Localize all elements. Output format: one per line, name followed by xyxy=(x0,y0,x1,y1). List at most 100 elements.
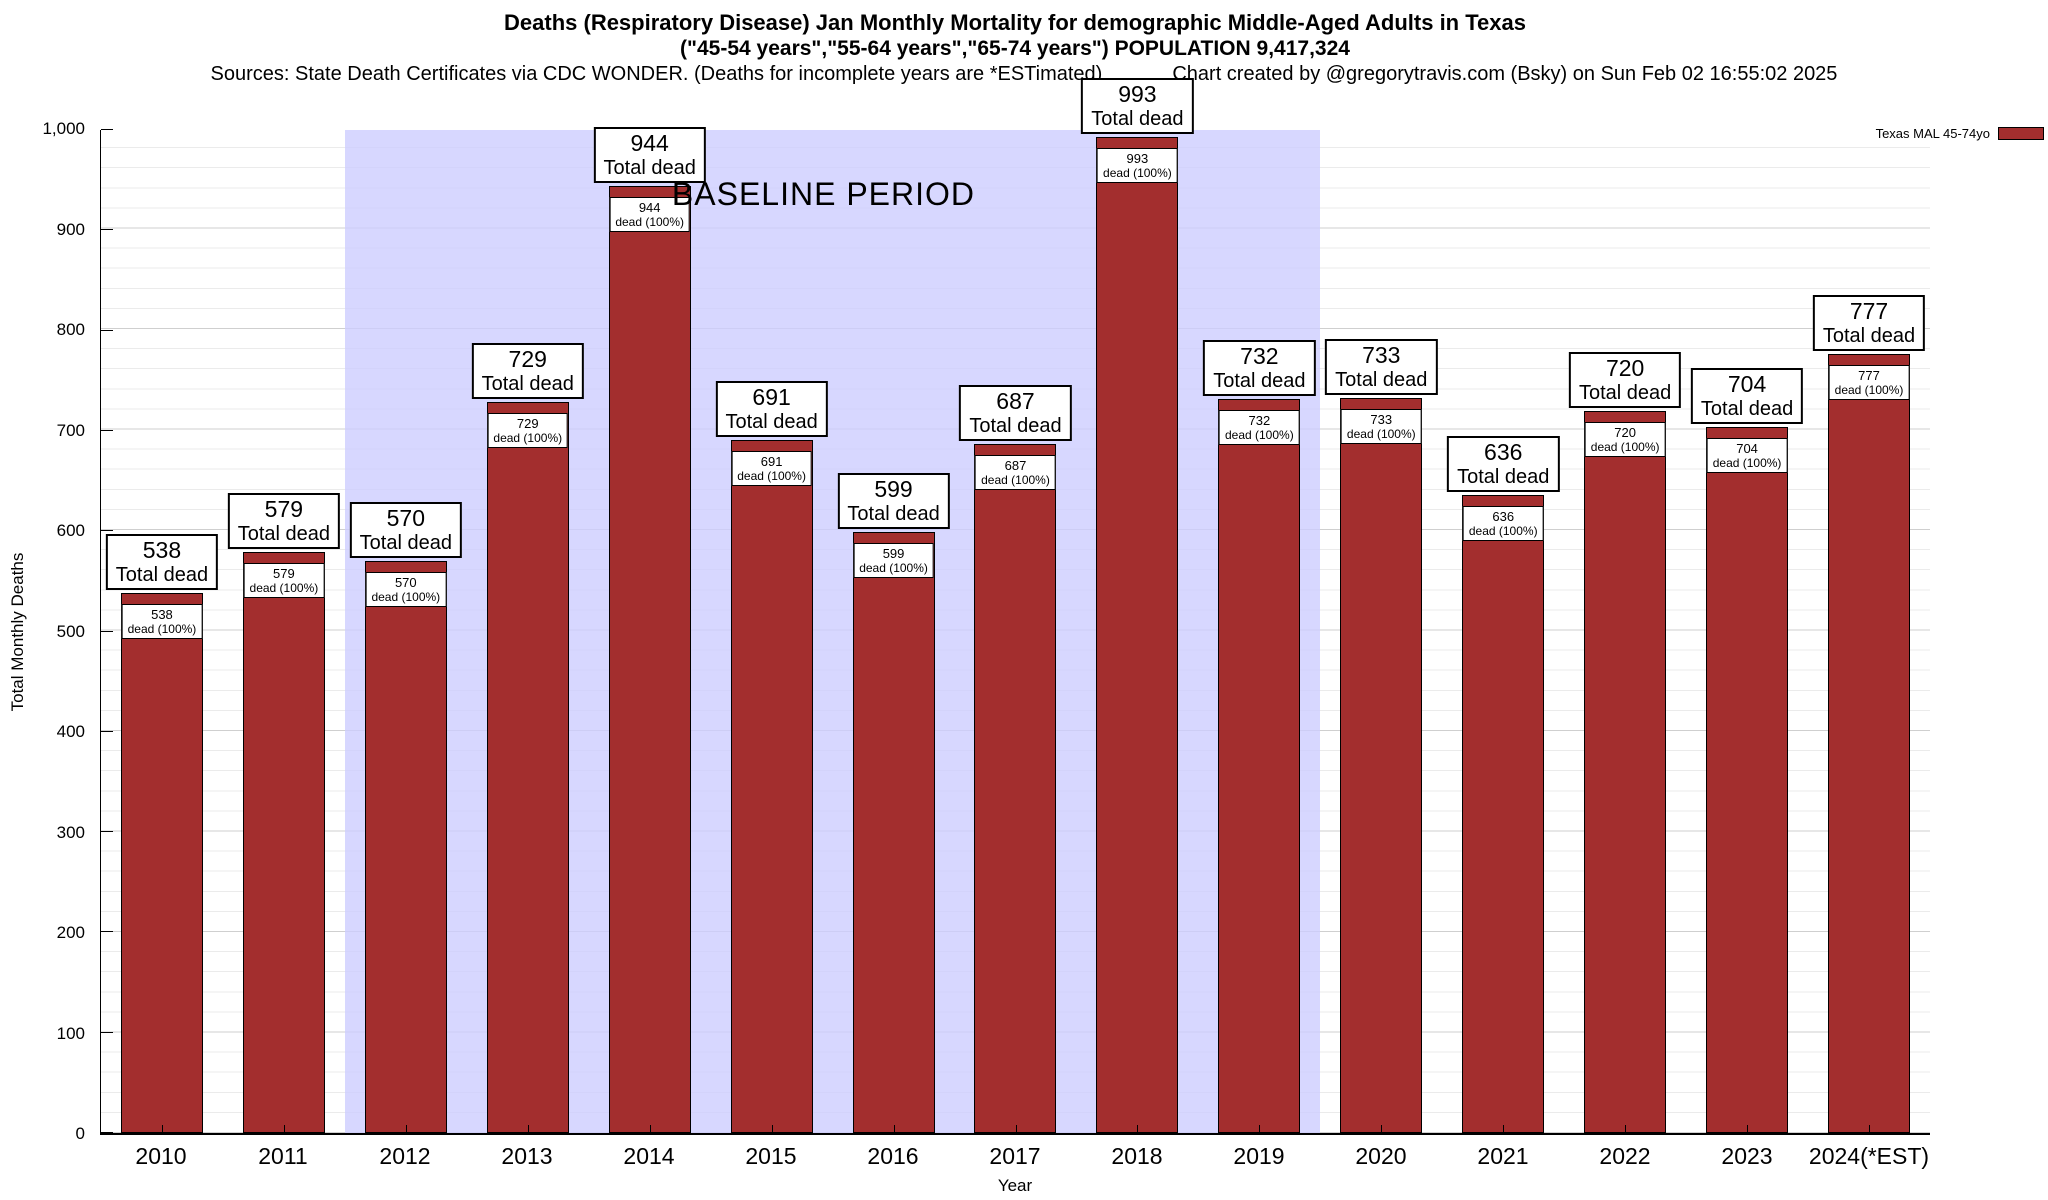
bar-slot: 733 dead (100%) 733 Total dead xyxy=(1320,130,1442,1133)
bar: 599 dead (100%) xyxy=(852,532,935,1133)
legend-swatch xyxy=(1998,127,2044,140)
chart-title: Deaths (Respiratory Disease) Jan Monthly… xyxy=(504,10,1526,35)
x-tick-mark xyxy=(771,1125,773,1133)
bar-total-label: 538 Total dead xyxy=(105,534,219,591)
bar-total-label: 579 Total dead xyxy=(227,493,341,550)
bar-total-label: 733 Total dead xyxy=(1325,338,1438,395)
bar-inner-label: 944 dead (100%) xyxy=(609,197,691,233)
bar-inner-label: 538 dead (100%) xyxy=(121,604,203,640)
bar: 570 dead (100%) xyxy=(364,561,447,1133)
x-tick-label: 2023 xyxy=(1721,1143,1773,1169)
x-tick-label: 2011 xyxy=(258,1143,308,1169)
bar-total-label: 691 Total dead xyxy=(715,380,828,437)
bar-inner-label: 570 dead (100%) xyxy=(365,572,447,608)
x-axis-tick-labels: 2010 2011 2012 2013 2014 2015 2016 2017 2018 2019… xyxy=(100,1143,1930,1175)
y-tick-label: 500 xyxy=(56,621,85,641)
bar: 733 dead (100%) xyxy=(1340,397,1423,1133)
y-tick-label: 300 xyxy=(56,822,85,842)
x-tick-mark xyxy=(1137,1125,1139,1133)
x-axis-title: Year xyxy=(997,1176,1033,1195)
bar-slot: 579 dead (100%) 579 Total dead xyxy=(223,130,345,1133)
x-tick-label: 2014 xyxy=(623,1143,675,1169)
x-tick-label: 2010 xyxy=(135,1143,187,1169)
bar-slot: 720 dead (100%) 720 Total dead xyxy=(1564,130,1686,1133)
x-tick-label: 2022 xyxy=(1599,1143,1651,1169)
bar-total-label: 704 Total dead xyxy=(1690,367,1804,424)
bar-total-label: 636 Total dead xyxy=(1447,436,1560,493)
bar: 732 dead (100%) xyxy=(1218,398,1301,1133)
bar-inner-label: 704 dead (100%) xyxy=(1706,437,1788,473)
x-tick-mark xyxy=(161,1125,163,1133)
x-tick-label: 2020 xyxy=(1355,1143,1407,1169)
y-tick-label: 200 xyxy=(56,923,85,942)
x-tick-mark xyxy=(1625,1125,1627,1133)
bar-slot: 636 dead (100%) 636 Total dead xyxy=(1442,130,1564,1133)
x-tick-label: 2016 xyxy=(867,1143,919,1169)
bar-slot: 993 dead (100%) 993 Total dead xyxy=(1076,78,1198,1133)
x-tick-label: 2017 xyxy=(989,1143,1041,1169)
bar-slot: 570 dead (100%) 570 Total dead xyxy=(345,130,467,1133)
y-tick-label: 1,000 xyxy=(42,119,85,138)
bar-total-label: 777 Total dead xyxy=(1812,294,1926,351)
bar-total-label: 729 Total dead xyxy=(471,342,584,399)
y-tick-mark xyxy=(101,730,113,732)
x-tick-label: 2021 xyxy=(1477,1143,1529,1169)
x-tick-label: 2013 xyxy=(501,1143,553,1169)
bar-inner-label: 993 dead (100%) xyxy=(1097,148,1178,184)
y-tick-label: 800 xyxy=(56,320,85,339)
x-tick-mark xyxy=(1015,1125,1017,1133)
bar: 720 dead (100%) xyxy=(1584,410,1667,1133)
y-tick-label: 900 xyxy=(56,219,85,239)
bar-slot: 944 dead (100%) 944 Total dead xyxy=(589,127,711,1133)
bar-total-label: 944 Total dead xyxy=(593,127,706,184)
bar-slot: 777 dead (100%) 777 Total dead xyxy=(1808,130,1930,1133)
x-tick-mark xyxy=(1747,1125,1749,1133)
baseline-period-label: BASELINE PERIOD xyxy=(671,176,975,212)
x-tick-label: 2012 xyxy=(379,1143,431,1169)
y-tick-mark xyxy=(101,129,113,130)
bar-slot: 704 dead (100%) 704 Total dead xyxy=(1686,130,1808,1133)
bar-total-label: 993 Total dead xyxy=(1081,78,1194,135)
x-tick-mark xyxy=(283,1125,285,1133)
bar: 944 dead (100%) xyxy=(608,186,691,1133)
sources-text: Sources: State Death Certificates via CD… xyxy=(210,63,1103,85)
x-tick-mark xyxy=(1381,1125,1383,1133)
bar-total-label: 687 Total dead xyxy=(959,384,1072,441)
bar: 691 dead (100%) xyxy=(730,439,813,1133)
x-tick-mark xyxy=(1869,1125,1871,1133)
y-tick-mark xyxy=(101,429,113,431)
bar-inner-label: 732 dead (100%) xyxy=(1218,409,1300,445)
y-tick-label: 0 xyxy=(75,1124,85,1143)
bar: 704 dead (100%) xyxy=(1706,426,1789,1133)
bar-total-label: 599 Total dead xyxy=(837,473,950,530)
credit-text: Chart created by @gregorytravis.com (Bsk… xyxy=(1172,63,1838,85)
bar-total-label: 570 Total dead xyxy=(349,502,462,559)
x-tick-mark xyxy=(405,1125,407,1133)
x-tick-label: 2024(*EST) xyxy=(1808,1143,1930,1169)
bar: 993 dead (100%) xyxy=(1096,137,1179,1133)
y-tick-label: 600 xyxy=(56,521,85,540)
chart-meta-row: Sources: State Death Certificates via CD… xyxy=(0,63,2048,86)
y-tick-mark xyxy=(101,329,113,331)
bar: 636 dead (100%) xyxy=(1462,495,1545,1133)
bar: 579 dead (100%) xyxy=(242,552,325,1133)
y-tick-mark xyxy=(101,831,113,833)
y-tick-label: 700 xyxy=(56,420,85,440)
x-tick-label: 2015 xyxy=(745,1143,797,1169)
bar-slot: 729 dead (100%) 729 Total dead xyxy=(467,130,589,1133)
y-tick-mark xyxy=(101,931,113,933)
bar-total-label: 732 Total dead xyxy=(1203,339,1316,396)
y-axis-ticks: 0 100 200 300 400 500 600 700 800 900 1,000 xyxy=(0,119,95,1143)
bar: 729 dead (100%) xyxy=(486,401,569,1133)
y-tick-mark xyxy=(101,1031,113,1033)
bar-slot: 687 dead (100%) 687 Total dead xyxy=(955,130,1077,1133)
x-tick-label: 2019 xyxy=(1233,1143,1285,1169)
bar-inner-label: 729 dead (100%) xyxy=(487,412,569,448)
chart-subtitle: ("45-54 years","55-64 years","65-74 year… xyxy=(680,37,1350,60)
x-tick-mark xyxy=(527,1125,529,1133)
y-tick-mark xyxy=(101,630,113,632)
x-tick-mark xyxy=(893,1125,895,1133)
y-tick-mark xyxy=(101,530,113,532)
x-tick-mark xyxy=(1503,1125,1505,1133)
